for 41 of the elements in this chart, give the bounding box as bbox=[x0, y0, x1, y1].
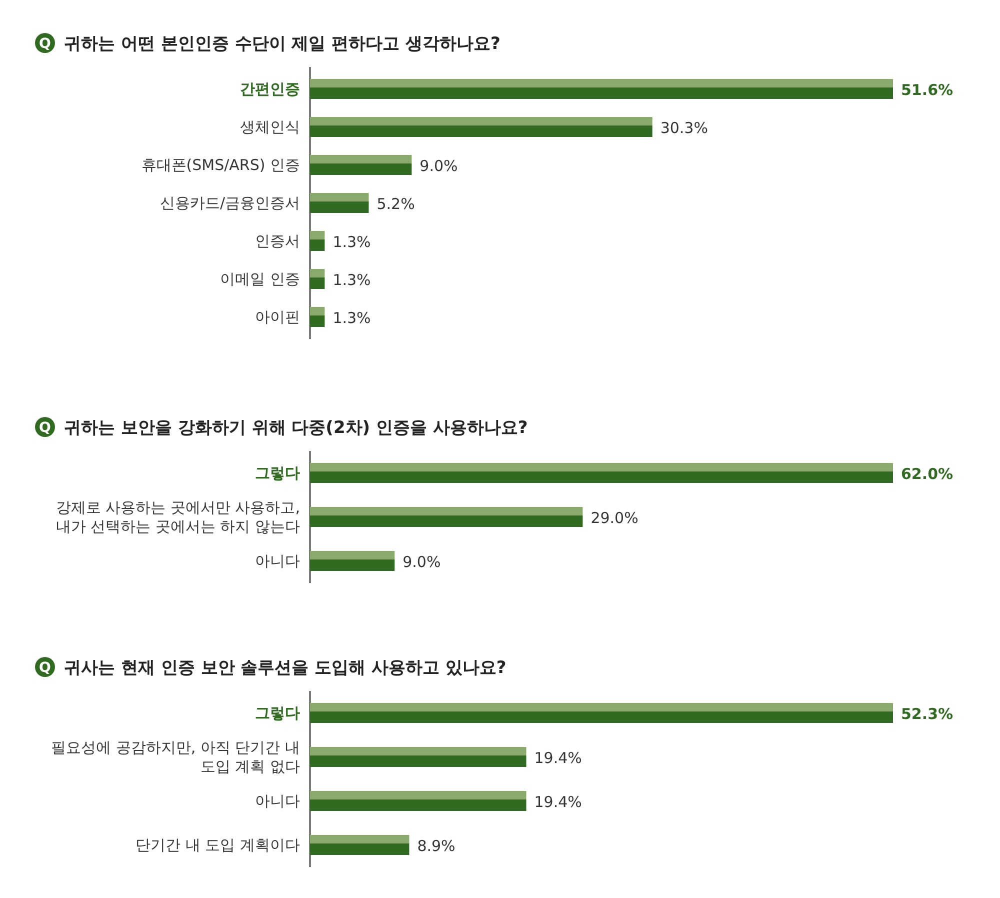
data-label: 5.2% bbox=[376, 195, 415, 213]
chart-title: 귀하는 어떤 본인인증 수단이 제일 편하다고 생각하나요? bbox=[64, 34, 500, 54]
y-tick-label: 간편인증 bbox=[240, 80, 300, 98]
text: Q bbox=[39, 660, 52, 676]
bar bbox=[310, 117, 652, 137]
data-label: 62.0% bbox=[901, 465, 954, 483]
bar bbox=[310, 79, 893, 99]
bar bbox=[310, 269, 325, 289]
data-label: 19.4% bbox=[534, 793, 582, 811]
y-tick-label: 휴대폰(SMS/ARS) 인증 bbox=[141, 156, 300, 174]
y-tick-label: 필요성에 공감하지만, 아직 단기간 내 도입 계획 없다 bbox=[51, 738, 300, 776]
data-label: 1.3% bbox=[332, 309, 371, 327]
y-tick-label: 단기간 내 도입 계획이다 bbox=[136, 836, 300, 854]
text: Q bbox=[39, 36, 52, 52]
bar bbox=[310, 231, 325, 251]
y-tick-label: 그렇다 bbox=[255, 464, 300, 482]
y-tick-label: 아이핀 bbox=[255, 308, 300, 326]
y-tick-label: 그렇다 bbox=[255, 704, 300, 722]
y-tick-label: 신용카드/금융인증서 bbox=[160, 194, 300, 212]
data-label: 8.9% bbox=[417, 837, 456, 855]
text: Q bbox=[39, 420, 52, 436]
bar bbox=[310, 193, 369, 213]
y-tick-label: 아니다 bbox=[255, 552, 300, 570]
y-tick-label: 이메일 인증 bbox=[220, 270, 300, 288]
y-tick-label: 인증서 bbox=[255, 232, 300, 250]
data-label: 29.0% bbox=[590, 509, 638, 527]
bar bbox=[310, 307, 325, 327]
y-tick-label: 아니다 bbox=[255, 792, 300, 810]
y-tick-label: 생체인식 bbox=[240, 118, 300, 136]
data-label: 52.3% bbox=[901, 705, 954, 723]
y-tick-label: 강제로 사용하는 곳에서만 사용하고, 내가 선택하는 곳에서는 하지 않는다 bbox=[56, 498, 300, 536]
chart-title: 귀사는 현재 인증 보안 솔루션을 도입해 사용하고 있나요? bbox=[64, 658, 506, 678]
data-label: 9.0% bbox=[402, 553, 441, 571]
data-label: 9.0% bbox=[420, 157, 458, 175]
data-label: 51.6% bbox=[901, 81, 954, 99]
data-label: 1.3% bbox=[332, 233, 371, 251]
data-label: 1.3% bbox=[332, 271, 371, 289]
bar bbox=[310, 155, 412, 175]
data-label: 30.3% bbox=[660, 119, 708, 137]
chart-title: 귀하는 보안을 강화하기 위해 다중(2차) 인증을 사용하나요? bbox=[64, 418, 528, 438]
data-label: 19.4% bbox=[534, 749, 582, 767]
